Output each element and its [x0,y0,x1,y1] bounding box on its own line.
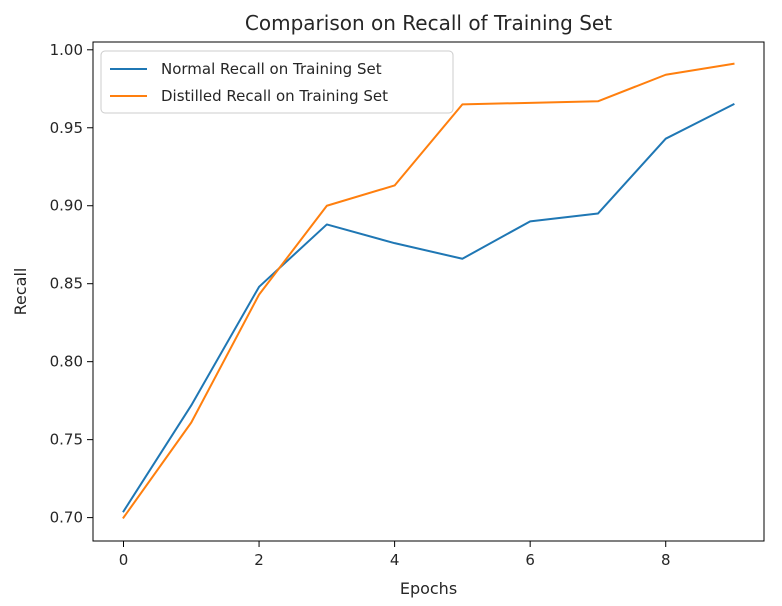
y-tick-label: 0.90 [50,197,83,215]
legend: Normal Recall on Training Set Distilled R… [100,50,454,114]
x-tick-label: 4 [390,551,400,569]
legend-box [100,50,454,114]
x-axis-label: Epochs [400,579,457,598]
y-tick-label: 0.75 [50,431,83,449]
y-axis: 0.70 0.75 0.80 0.85 0.90 0.95 1.00 [50,41,93,527]
y-tick-label: 0.95 [50,119,83,137]
chart-title: Comparison on Recall of Training Set [245,11,612,35]
legend-label-2: Distilled Recall on Training Set [161,87,388,105]
plot-area [92,41,765,542]
x-tick-label: 2 [254,551,264,569]
y-tick-label: 0.70 [50,509,83,527]
x-tick-label: 0 [119,551,129,569]
legend-label-1: Normal Recall on Training Set [161,60,382,78]
y-tick-label: 0.85 [50,275,83,293]
series-line-1 [122,103,735,513]
series-layer [122,62,735,520]
series-line-2 [122,62,735,520]
x-axis: 0 2 4 6 8 [119,541,671,569]
x-tick-label: 8 [661,551,671,569]
axes-frame [92,41,765,542]
y-tick-label: 1.00 [50,41,83,59]
y-tick-label: 0.80 [50,353,83,371]
y-axis-label: Recall [11,268,30,316]
x-tick-label: 6 [525,551,535,569]
